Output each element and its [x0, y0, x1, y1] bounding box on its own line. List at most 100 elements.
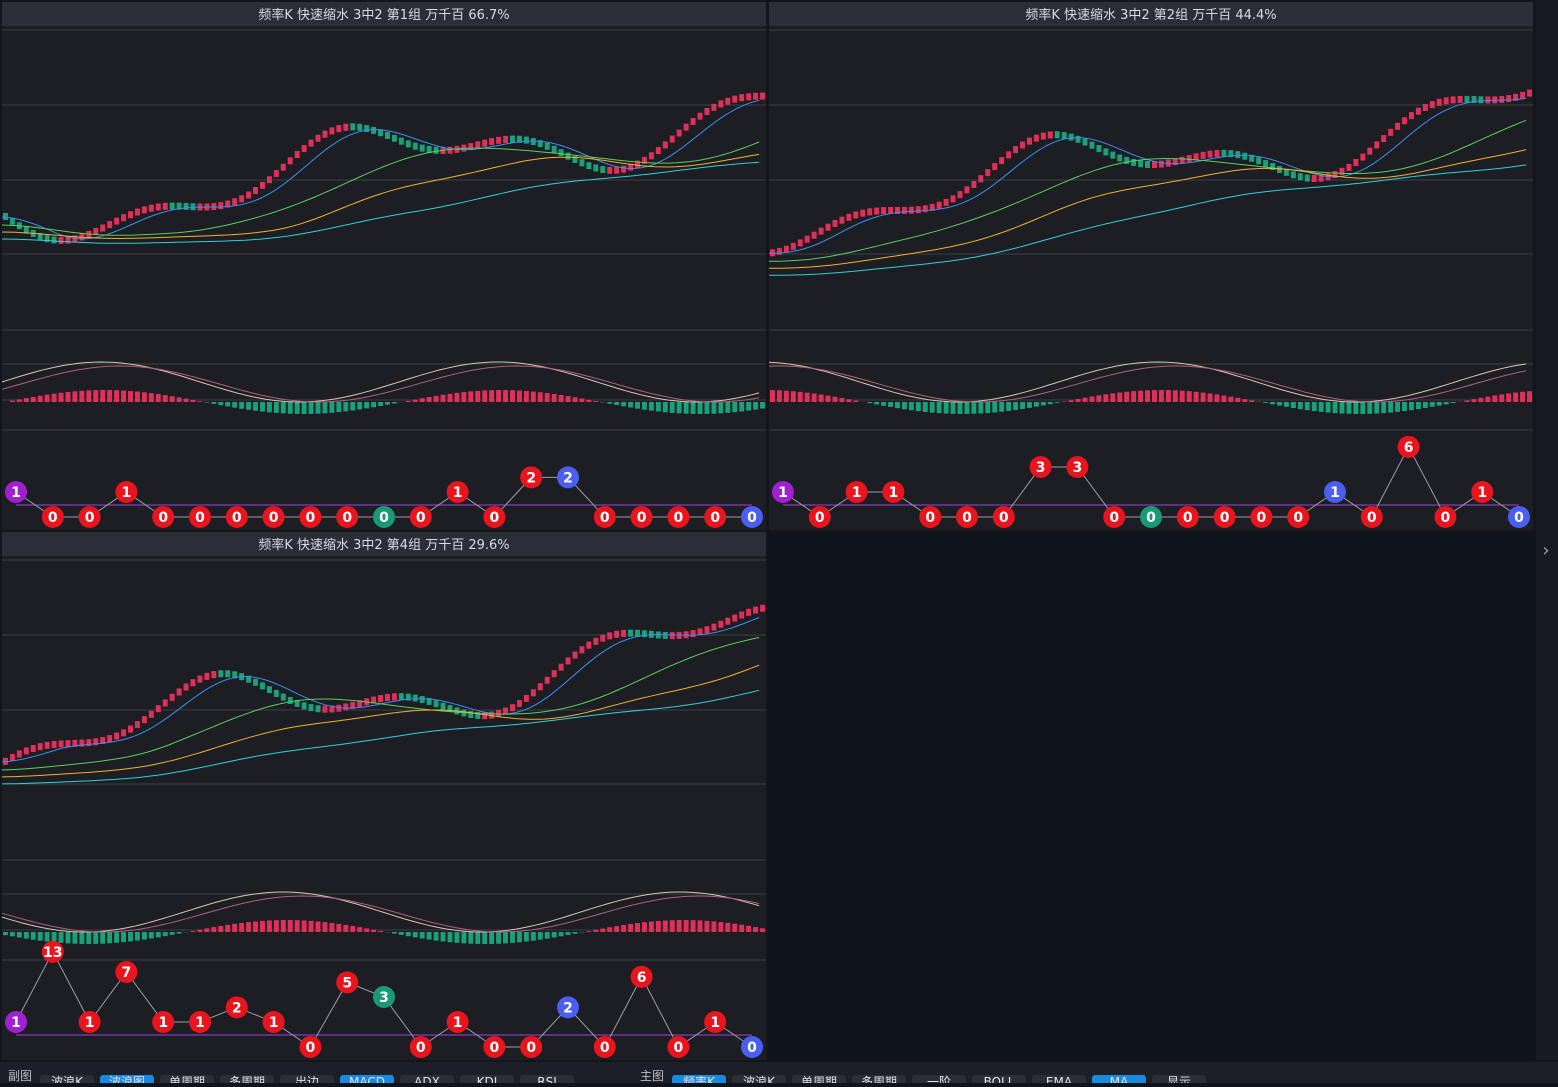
macd-bar	[1187, 391, 1192, 402]
macd-bar	[1270, 402, 1275, 404]
toolbar-button-label[interactable]: MACD	[349, 1075, 385, 1083]
macd-bar	[59, 393, 64, 402]
toolbar-button-label[interactable]: KDJ	[477, 1075, 498, 1083]
macd-bar	[309, 921, 314, 932]
candle	[309, 140, 314, 147]
macd-bar	[434, 396, 439, 402]
candle	[1096, 145, 1101, 152]
wave-marker-label: 1	[710, 1015, 720, 1031]
candle	[791, 243, 796, 250]
macd-bar	[197, 401, 202, 402]
candle	[663, 141, 668, 148]
candle	[1173, 158, 1178, 165]
macd-bar	[392, 402, 397, 403]
wave-marker-label: 0	[269, 510, 279, 526]
macd-bar	[496, 932, 501, 944]
macd-bar	[1451, 402, 1456, 403]
panel-bg	[2, 2, 766, 530]
macd-bar	[1069, 400, 1074, 402]
toolbar-button-label[interactable]: MA	[1110, 1075, 1129, 1083]
wave-marker-label: 0	[526, 1040, 536, 1056]
candle	[239, 195, 244, 202]
candle	[826, 224, 831, 231]
toolbar-button-label[interactable]: EMA	[1046, 1075, 1073, 1083]
candle	[1458, 96, 1463, 103]
candle	[1006, 151, 1011, 158]
macd-bar	[1208, 393, 1213, 402]
macd-bar	[288, 920, 293, 932]
candle	[909, 207, 914, 214]
candle	[593, 638, 598, 645]
candle	[336, 125, 341, 132]
toolbar-button-label[interactable]: 波浪K	[51, 1074, 84, 1083]
wave-marker-label: 0	[48, 510, 58, 526]
toolbar-button-label[interactable]: 单周期	[801, 1075, 837, 1083]
candle	[316, 135, 321, 142]
macd-bar	[517, 932, 522, 942]
toolbar-button-label[interactable]: 显示	[1167, 1075, 1191, 1083]
candle	[10, 754, 15, 761]
candle	[357, 124, 362, 131]
macd-bar	[100, 932, 105, 944]
macd-bar	[399, 932, 404, 935]
toolbar-button-label[interactable]: 波浪K	[743, 1074, 776, 1083]
wave-marker-label: 7	[122, 965, 132, 981]
candle	[1444, 97, 1449, 104]
macd-bar	[149, 932, 154, 939]
macd-bar	[357, 927, 362, 932]
candle	[1242, 153, 1247, 160]
toolbar-button-label[interactable]: ADX	[414, 1075, 440, 1083]
wave-marker-label: 0	[999, 510, 1009, 526]
macd-bar	[649, 922, 654, 932]
macd-bar	[170, 932, 175, 935]
wave-marker-label: 5	[342, 975, 352, 991]
wave-marker-label: 0	[1220, 510, 1230, 526]
toolbar-button-label[interactable]: 多周期	[861, 1075, 897, 1083]
macd-bar	[1215, 394, 1220, 402]
macd-bar	[302, 402, 307, 414]
wave-marker-label: 3	[1036, 460, 1046, 476]
macd-bar	[614, 402, 619, 405]
macd-bar	[1235, 398, 1240, 402]
candle	[978, 175, 983, 182]
candle	[670, 632, 675, 639]
macd-bar	[239, 923, 244, 932]
expand-arrow[interactable]: ›	[1542, 540, 1549, 561]
macd-bar	[93, 390, 98, 402]
toolbar-button-label[interactable]: BOLL	[984, 1075, 1015, 1083]
candle	[1138, 160, 1143, 167]
candle	[142, 206, 147, 213]
wave-marker-label: 6	[637, 970, 647, 986]
toolbar-button-label[interactable]: 出边	[295, 1075, 319, 1083]
toolbar-button-label[interactable]: 一阶	[927, 1075, 951, 1083]
candle	[309, 704, 314, 711]
toolbar-button-label[interactable]: 波浪图	[109, 1074, 145, 1083]
candle	[739, 612, 744, 619]
toolbar-button-label[interactable]: 频率K	[683, 1074, 716, 1083]
macd-bar	[1305, 402, 1310, 410]
candle	[343, 703, 348, 710]
candle	[1117, 154, 1122, 161]
candle	[1145, 161, 1150, 168]
candle	[350, 123, 355, 130]
macd-bar	[614, 926, 619, 932]
macd-bar	[239, 402, 244, 409]
macd-bar	[121, 932, 126, 942]
wave-marker-label: 0	[1109, 510, 1119, 526]
toolbar-button-label[interactable]: 多周期	[229, 1075, 265, 1083]
candle	[760, 93, 765, 100]
macd-bar	[350, 402, 355, 410]
macd-bar	[718, 922, 723, 932]
toolbar-button-label[interactable]: RSI	[537, 1075, 557, 1083]
wave-marker-label: 0	[674, 510, 684, 526]
wave-marker-label: 0	[600, 1040, 610, 1056]
macd-bar	[621, 402, 626, 406]
candle	[260, 182, 265, 189]
toolbar-button-label[interactable]: 单周期	[169, 1075, 205, 1083]
candle	[1409, 112, 1414, 119]
candle	[170, 694, 175, 701]
macd-bar	[267, 402, 272, 412]
candle	[420, 145, 425, 152]
